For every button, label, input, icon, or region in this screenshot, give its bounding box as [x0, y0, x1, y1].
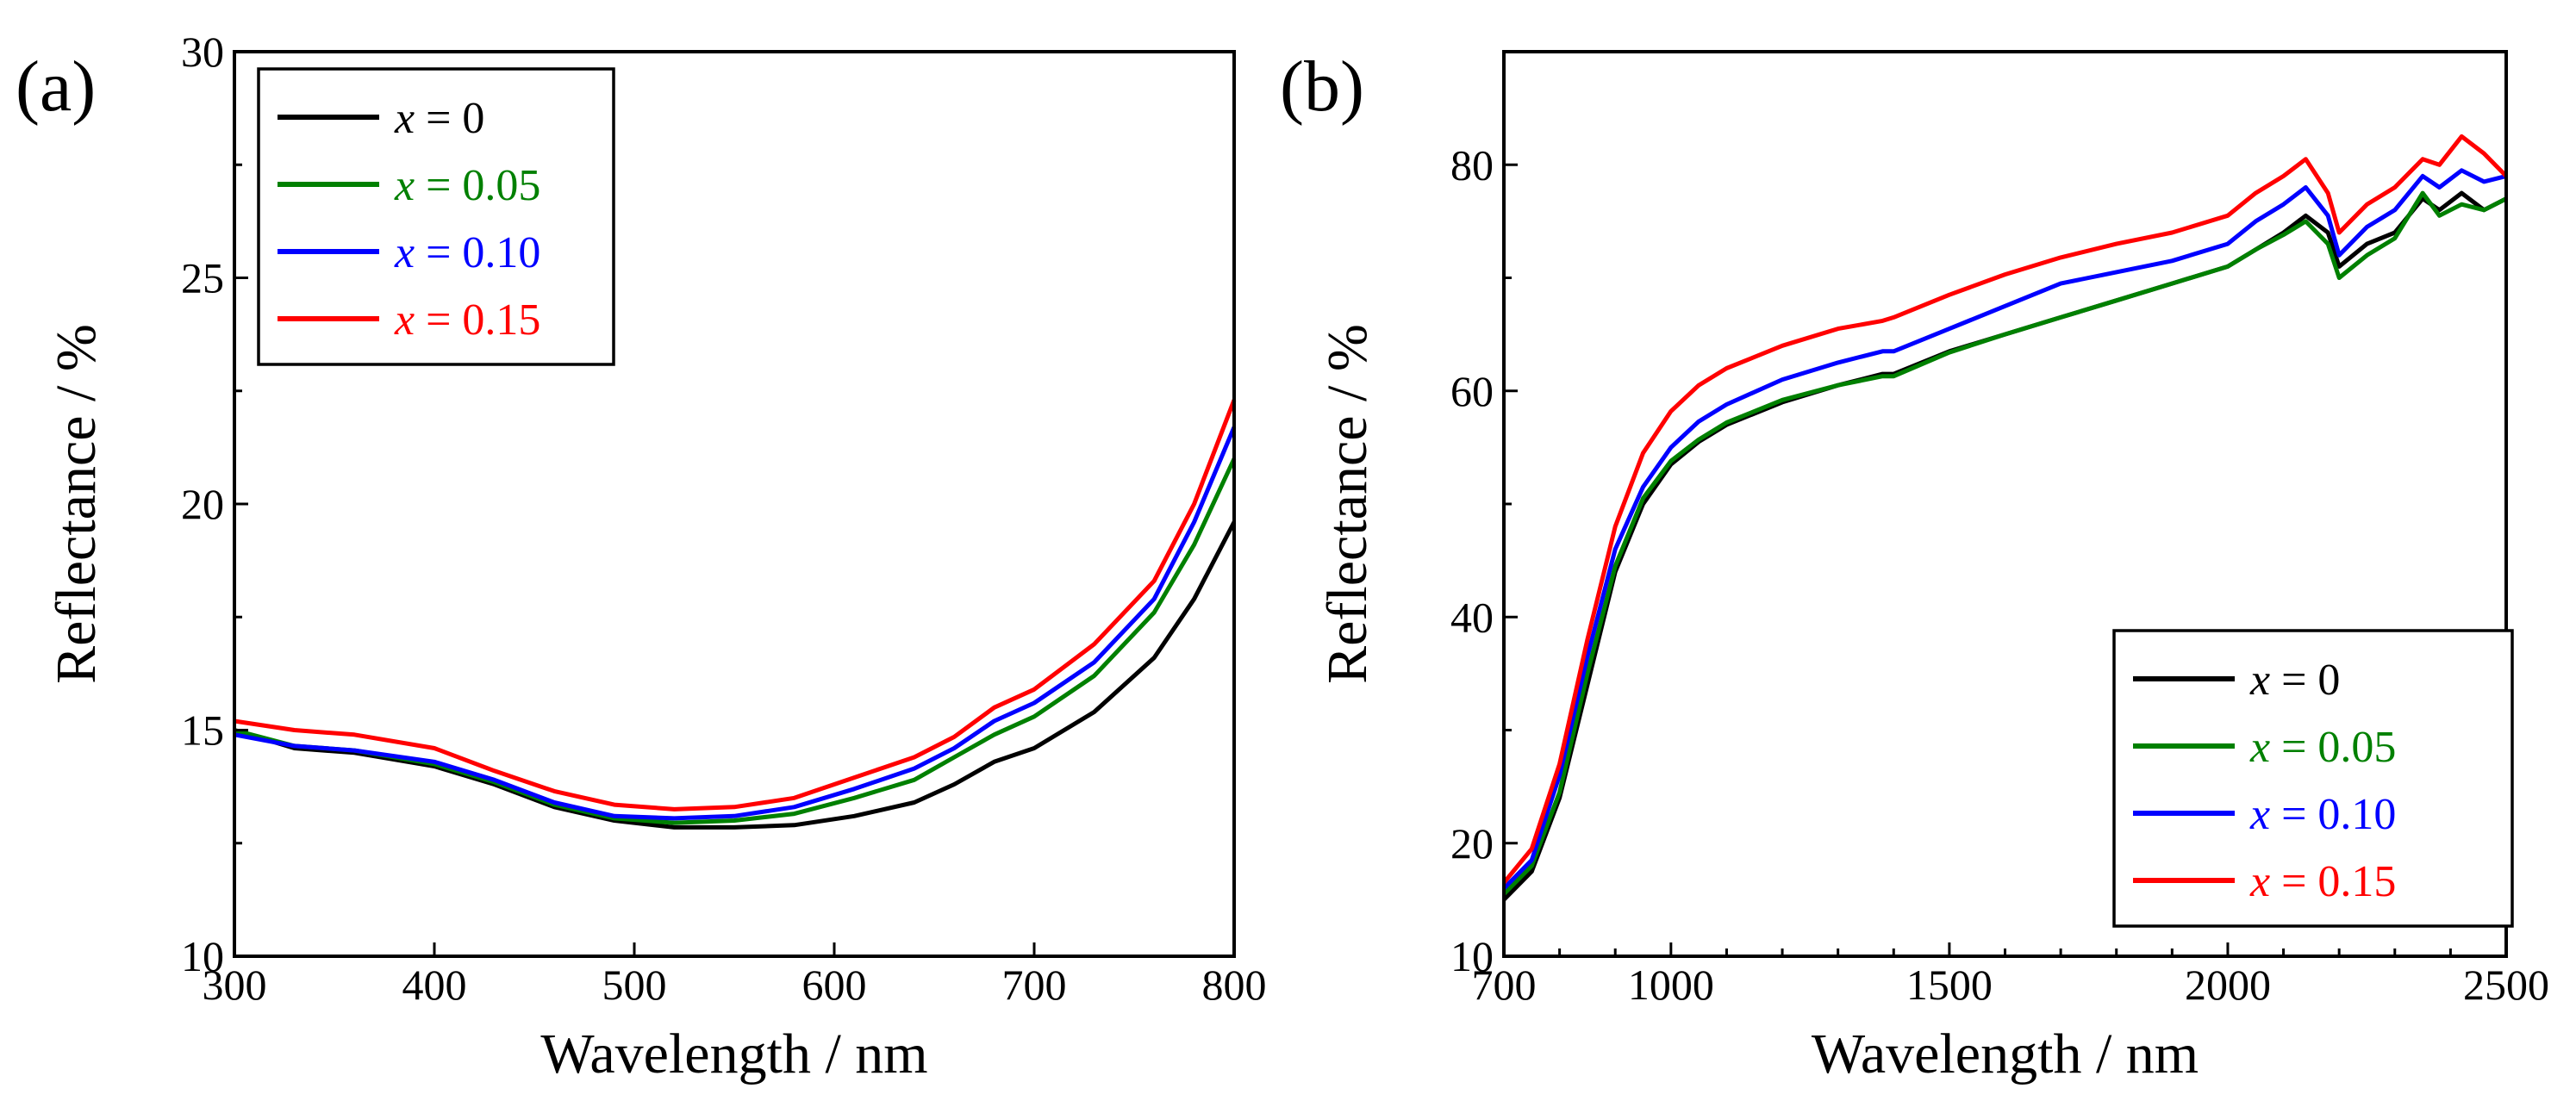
legend-label-a-2: x = 0.10	[394, 228, 540, 277]
x-tick-label-a-0: 300	[203, 961, 267, 1009]
legend-label-a-1: x = 0.05	[394, 161, 540, 210]
x-tick-label-a-2: 500	[602, 961, 667, 1009]
x-tick-label-b-4: 2500	[2463, 961, 2549, 1009]
y-tick-label-b-1: 20	[1450, 819, 1494, 868]
y-tick-label-a-0: 10	[181, 932, 224, 980]
y-tick-label-b-2: 40	[1450, 593, 1494, 641]
legend-label-b-2: x = 0.10	[2249, 790, 2396, 839]
series-line-b-2	[1502, 168, 2507, 891]
chart-panel-b: (b) 700 1000 1500 2000 2500 10 20 40 60 80 Wavelen…	[1280, 47, 2549, 1085]
x-tick-label-a-1: 400	[402, 961, 467, 1009]
legend-label-b-1: x = 0.05	[2249, 723, 2396, 772]
panel-label-a: (a)	[16, 47, 96, 127]
y-tick-label-b-4: 80	[1450, 140, 1494, 189]
legend-label-a-3: x = 0.15	[394, 295, 540, 345]
series-line-a-2	[234, 426, 1237, 821]
chart-panel-a: (a) 300 400 500 600 700 800 10 15 20 25 30 Waveleng…	[16, 28, 1267, 1085]
x-tick-label-b-1: 1000	[1628, 961, 1714, 1009]
y-tick-label-a-2: 20	[181, 480, 224, 528]
x-tick-label-a-4: 700	[1002, 961, 1067, 1009]
series-line-a-1	[234, 457, 1237, 825]
y-tick-label-a-1: 15	[181, 706, 224, 755]
panel-label-b: (b)	[1280, 47, 1364, 127]
y-axis-title-b: Reflectance / %	[1316, 324, 1379, 684]
x-tick-label-b-0: 700	[1472, 961, 1537, 1009]
legend-label-a-0: x = 0	[394, 94, 484, 143]
series-line-a-3	[234, 399, 1237, 812]
x-axis-title-a: Wavelength / nm	[540, 1023, 927, 1085]
series-line-b-1	[1502, 190, 2508, 896]
x-tick-label-b-2: 1500	[1906, 961, 1993, 1009]
x-tick-label-a-3: 600	[802, 961, 867, 1009]
series-line-a-0	[234, 520, 1237, 830]
legend-label-b-3: x = 0.15	[2249, 857, 2396, 906]
y-tick-label-a-3: 25	[181, 254, 224, 302]
series-line-b-3	[1502, 134, 2508, 885]
x-tick-label-b-3: 2000	[2185, 961, 2271, 1009]
x-tick-label-a-5: 800	[1202, 961, 1267, 1009]
y-tick-label-b-3: 60	[1450, 367, 1494, 415]
legend-b: x = 0 x = 0.05 x = 0.10 x = 0.15	[2112, 629, 2514, 928]
legend-a: x = 0 x = 0.05 x = 0.10 x = 0.15	[257, 67, 615, 366]
legend-label-b-0: x = 0	[2249, 656, 2340, 705]
y-tick-label-b-0: 10	[1450, 932, 1494, 980]
y-tick-label-a-4: 30	[181, 28, 224, 76]
y-axis-title-a: Reflectance / %	[45, 324, 108, 684]
x-axis-title-b: Wavelength / nm	[1812, 1023, 2199, 1085]
